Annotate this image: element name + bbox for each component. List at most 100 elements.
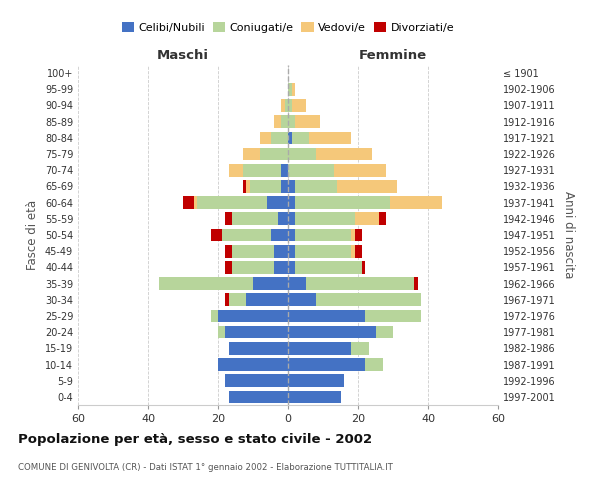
Bar (309, 132, 351, 144)
Bar (225, 326, 288, 338)
Bar (274, 116, 281, 128)
Bar (284, 99, 288, 112)
Bar (229, 342, 288, 354)
Bar (197, 196, 267, 209)
Bar (242, 180, 246, 192)
Bar (281, 116, 288, 128)
Bar (288, 310, 365, 322)
Bar (183, 196, 193, 209)
Bar (288, 374, 344, 387)
Bar (271, 132, 288, 144)
Bar (229, 294, 246, 306)
Bar (292, 83, 295, 96)
Bar (225, 212, 232, 225)
Bar (288, 132, 292, 144)
Bar (316, 294, 421, 306)
Bar (288, 116, 295, 128)
Bar (232, 245, 274, 258)
Bar (288, 212, 295, 225)
Bar (355, 228, 361, 241)
Bar (232, 212, 277, 225)
Bar (250, 180, 281, 192)
Y-axis label: Anni di nascita: Anni di nascita (562, 192, 575, 278)
Bar (365, 358, 383, 371)
Bar (316, 148, 372, 160)
Text: Maschi: Maschi (157, 49, 209, 62)
Text: Popolazione per età, sesso e stato civile - 2002: Popolazione per età, sesso e stato civil… (18, 432, 372, 446)
Bar (376, 326, 393, 338)
Bar (288, 294, 316, 306)
Bar (288, 278, 305, 290)
Bar (351, 245, 355, 258)
Bar (271, 228, 288, 241)
Legend: Celibi/Nubili, Coniugati/e, Vedovi/e, Divorziati/e: Celibi/Nubili, Coniugati/e, Vedovi/e, Di… (118, 18, 458, 38)
Bar (337, 180, 397, 192)
Bar (260, 132, 271, 144)
Bar (229, 390, 288, 403)
Bar (158, 278, 253, 290)
Bar (274, 261, 288, 274)
Bar (267, 196, 288, 209)
Bar (355, 212, 379, 225)
Bar (225, 374, 288, 387)
Bar (246, 180, 250, 192)
Bar (281, 180, 288, 192)
Bar (218, 310, 288, 322)
Bar (295, 245, 351, 258)
Bar (232, 261, 274, 274)
Bar (295, 116, 320, 128)
Bar (365, 310, 421, 322)
Bar (288, 228, 295, 241)
Bar (277, 212, 288, 225)
Bar (218, 358, 288, 371)
Bar (414, 278, 418, 290)
Bar (295, 212, 355, 225)
Bar (211, 228, 221, 241)
Bar (295, 196, 389, 209)
Bar (355, 245, 361, 258)
Bar (274, 245, 288, 258)
Bar (225, 245, 232, 258)
Bar (260, 148, 288, 160)
Bar (211, 310, 218, 322)
Bar (242, 164, 281, 176)
Bar (292, 132, 309, 144)
Bar (225, 294, 229, 306)
Bar (221, 228, 271, 241)
Bar (361, 261, 365, 274)
Bar (288, 245, 295, 258)
Bar (288, 342, 351, 354)
Bar (288, 261, 295, 274)
Text: Femmine: Femmine (359, 49, 427, 62)
Bar (288, 358, 365, 371)
Bar (288, 83, 292, 96)
Bar (295, 180, 337, 192)
Bar (351, 342, 368, 354)
Bar (295, 261, 361, 274)
Bar (379, 212, 386, 225)
Bar (242, 148, 260, 160)
Bar (193, 196, 197, 209)
Bar (351, 228, 355, 241)
Bar (246, 294, 288, 306)
Bar (288, 196, 295, 209)
Bar (288, 148, 316, 160)
Bar (225, 261, 232, 274)
Bar (218, 326, 225, 338)
Bar (334, 164, 386, 176)
Bar (305, 278, 414, 290)
Bar (281, 99, 284, 112)
Bar (389, 196, 442, 209)
Bar (253, 278, 288, 290)
Bar (288, 390, 341, 403)
Bar (288, 326, 376, 338)
Bar (288, 180, 295, 192)
Bar (229, 164, 242, 176)
Bar (288, 164, 334, 176)
Y-axis label: Fasce di età: Fasce di età (26, 200, 39, 270)
Bar (288, 99, 292, 112)
Text: COMUNE DI GENIVOLTA (CR) - Dati ISTAT 1° gennaio 2002 - Elaborazione TUTTITALIA.: COMUNE DI GENIVOLTA (CR) - Dati ISTAT 1°… (18, 462, 393, 471)
Bar (292, 99, 305, 112)
Bar (295, 228, 351, 241)
Bar (281, 164, 288, 176)
